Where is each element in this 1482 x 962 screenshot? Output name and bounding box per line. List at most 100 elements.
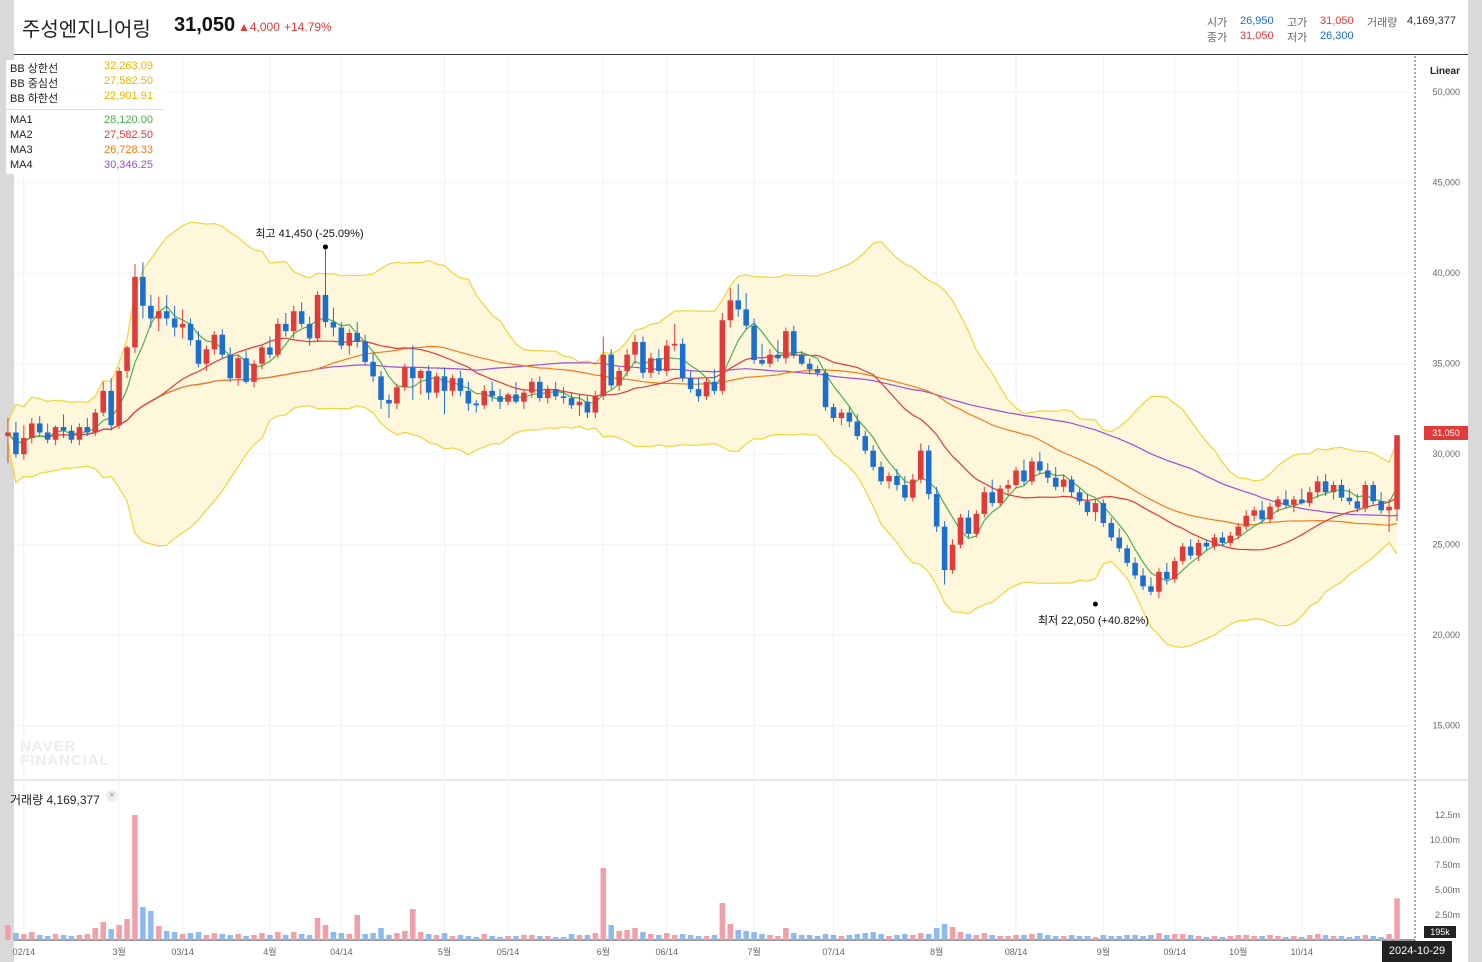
candle-body <box>902 484 908 498</box>
volume-bar <box>806 935 813 940</box>
candle-body <box>171 318 178 328</box>
volume-bar <box>791 933 797 940</box>
candle-body <box>354 332 360 342</box>
candle-body <box>1148 586 1154 592</box>
y-tick-label: 30,000 <box>1432 449 1460 459</box>
bb-upper-line <box>7 221 1398 482</box>
y-tick-label: 15,000 <box>1432 721 1460 731</box>
candle-body <box>886 475 892 482</box>
volume-bar <box>116 925 122 940</box>
candle-body <box>330 322 337 328</box>
volume-bar <box>973 935 980 940</box>
candle-body <box>283 323 289 332</box>
close-icon[interactable]: × <box>106 790 118 802</box>
volume-bar <box>219 934 226 940</box>
volume-bar <box>1156 933 1162 940</box>
volume-bar <box>544 936 551 940</box>
volume-bar <box>1021 935 1027 940</box>
volume-bar <box>822 934 829 940</box>
right-gutter <box>1468 0 1482 962</box>
x-tick-label: 09/14 <box>1164 947 1187 957</box>
x-tick-label: 8월 <box>930 946 943 957</box>
candle-body <box>1084 501 1091 513</box>
x-tick-label: 05/14 <box>497 947 520 957</box>
volume-bar <box>1037 933 1043 940</box>
candle-body <box>933 494 940 527</box>
candle-body <box>727 300 734 321</box>
candle-body <box>1259 510 1265 520</box>
scale-mode-button[interactable]: Linear <box>1430 66 1461 77</box>
candle-body <box>608 354 614 386</box>
header: 주성엔지니어링 31,050 ▲4,000 +14.79% 시가 26,950 … <box>14 0 1468 55</box>
candle-body <box>560 396 567 399</box>
volume-bar <box>283 935 289 940</box>
volume-bar <box>1164 935 1170 940</box>
candle-body <box>1005 484 1011 489</box>
volume-bar <box>1060 936 1067 940</box>
candle-body <box>13 432 19 455</box>
volume-bar <box>687 935 694 940</box>
volume-bar <box>703 936 710 940</box>
volume-bar <box>457 935 464 940</box>
candle-body <box>544 389 551 399</box>
volume-bar <box>552 937 559 940</box>
candle-body <box>1243 515 1249 527</box>
last-price-badge: 31,050 <box>1424 426 1468 440</box>
indicator-legend: BB 상한선 32,263.09 BB 중심선 27,582.50 BB 하한선 22… <box>6 60 164 174</box>
high-annotation: 최고 41,450 (-25.09%) <box>255 227 363 240</box>
high-value: 31,050 <box>1320 15 1354 27</box>
low-annotation: 최저 22,050 (+40.82%) <box>1038 614 1149 627</box>
volume-bar <box>679 934 686 940</box>
candle-body <box>108 390 114 426</box>
candle-body <box>513 394 519 402</box>
volume-bar <box>36 935 43 940</box>
volume-bar <box>576 935 583 940</box>
candle-body <box>941 526 948 571</box>
candle-body <box>1164 571 1170 580</box>
candle-body <box>219 334 226 355</box>
candle-body <box>481 390 487 406</box>
volume-bar <box>211 933 218 940</box>
volume-bar <box>378 928 384 940</box>
volume-bar <box>124 919 130 940</box>
candle-body <box>44 432 51 440</box>
candle-body <box>1124 548 1130 563</box>
volume-bar <box>1013 935 1019 940</box>
x-tick-label: 08/14 <box>1005 947 1028 957</box>
volume-bar <box>195 932 202 940</box>
candle-body <box>751 325 757 361</box>
candle-body <box>1195 542 1202 556</box>
volume-bar <box>1235 935 1242 940</box>
candle-body <box>910 479 916 498</box>
volume-bar <box>965 934 972 940</box>
volume-bar <box>314 918 321 940</box>
candle-body <box>1092 503 1099 513</box>
volume-bar <box>465 936 472 940</box>
candle-body <box>465 390 472 404</box>
volume-bar <box>925 934 932 940</box>
candle-body <box>529 381 535 393</box>
candle-body <box>1227 535 1234 543</box>
volume-bar <box>1005 936 1011 940</box>
candle-body <box>68 430 75 440</box>
volume-bar <box>306 935 313 940</box>
volume-bar <box>179 934 186 940</box>
candle-body <box>894 475 900 485</box>
candle-body <box>1068 479 1075 493</box>
volume-bar <box>84 934 91 940</box>
volume-bar <box>814 936 821 940</box>
candle-body <box>862 436 868 451</box>
candle-body <box>814 369 821 373</box>
legend-divider <box>6 109 164 110</box>
candle-body <box>394 387 400 404</box>
volume-bar <box>1068 935 1075 940</box>
volume-bar <box>1116 936 1122 940</box>
volume-bar <box>1354 936 1361 940</box>
candle-body <box>806 363 813 370</box>
stock-name: 주성엔지니어링 <box>22 19 151 41</box>
x-tick-label: 7월 <box>747 946 760 957</box>
candle-body <box>703 381 710 397</box>
volume-bar <box>171 932 178 940</box>
candle-body <box>346 332 353 346</box>
